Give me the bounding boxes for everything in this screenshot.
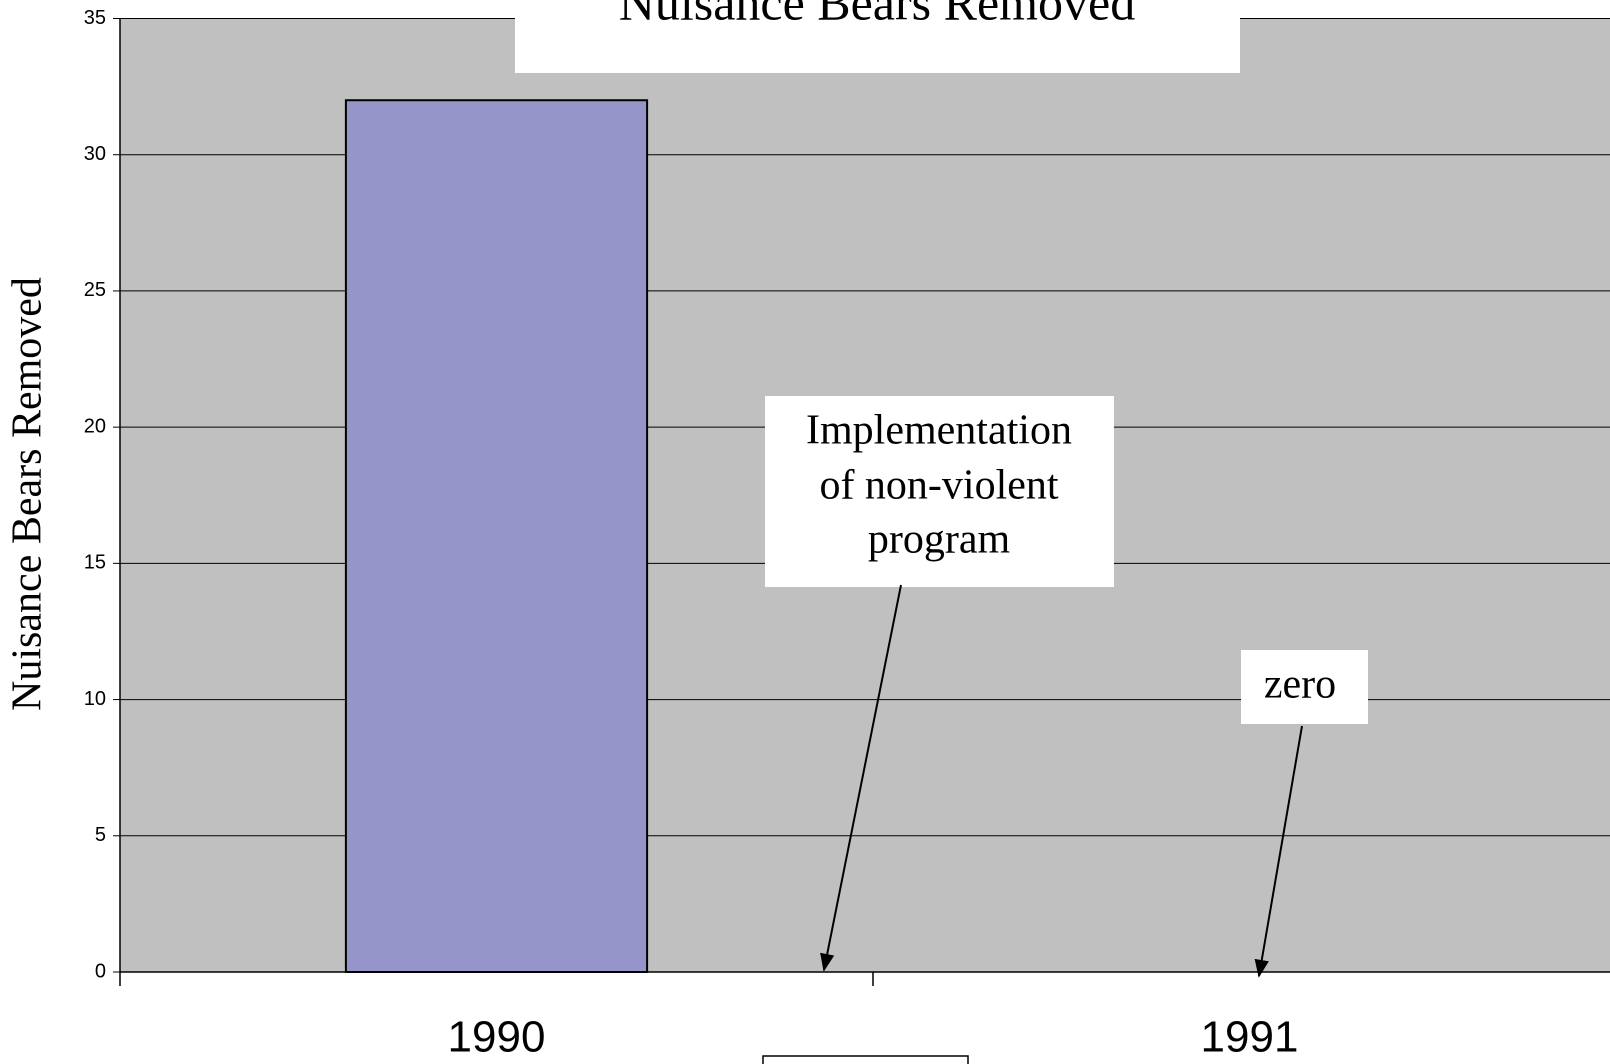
- chart-title: Nuisance Bears Removed: [619, 0, 1136, 30]
- bar: [344, 99, 649, 973]
- y-tick-label: 35: [84, 7, 106, 29]
- y-tick-label: 30: [84, 143, 106, 165]
- annotation-arrow: [1254, 725, 1303, 978]
- annotation-text: Implementation: [806, 408, 1072, 454]
- annotation-text: zero: [1264, 662, 1336, 708]
- annotation-arrow: [820, 584, 902, 972]
- x-tick-label: 1991: [1201, 1013, 1299, 1062]
- annotation-box: [765, 396, 1114, 587]
- annotation-text: of non-violent: [819, 463, 1058, 509]
- annotation-box: [1241, 650, 1368, 724]
- title-box: [515, 0, 1240, 73]
- x-tick-label: 1990: [448, 1013, 546, 1062]
- y-tick-label: 5: [95, 824, 106, 846]
- annotation-text: program: [868, 517, 1011, 563]
- y-axis-label: Nuisance Bears Removed: [5, 277, 51, 711]
- y-tick-label: 20: [84, 415, 106, 437]
- empty-box: [762, 1055, 969, 1064]
- y-tick-label: 15: [84, 552, 106, 574]
- y-tick-label: 10: [84, 688, 106, 710]
- y-tick-label: 0: [95, 960, 106, 982]
- y-tick-label: 25: [84, 279, 106, 301]
